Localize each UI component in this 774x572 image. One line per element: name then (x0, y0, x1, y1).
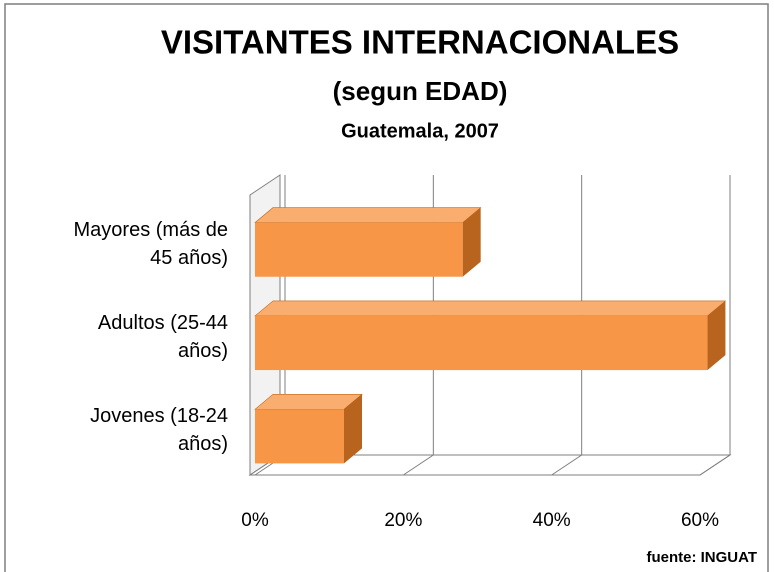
y-tick-label: Adultos (25-44 años) (97, 312, 228, 362)
y-tick-label: Jovenes (18-24 años) (90, 405, 228, 456)
bar-side (462, 207, 481, 277)
bar-top (254, 393, 363, 410)
grid-line (699, 175, 731, 476)
x-tick-label: 40% (533, 510, 571, 531)
y-tick-label: Mayores (más de 45 años) (73, 218, 229, 269)
plot-area: 0% 20% 40% 60% (241, 174, 732, 531)
x-tick-label: 60% (681, 510, 719, 531)
x-tick-label: 0% (241, 510, 269, 531)
bar-top (254, 207, 482, 223)
source-note: fuente: INGUAT (646, 549, 757, 566)
bar (255, 222, 463, 277)
bar (255, 409, 344, 464)
bar-side (344, 394, 362, 464)
x-tick-label: 20% (384, 510, 422, 531)
chart-border (4, 3, 769, 572)
bar (255, 315, 708, 371)
chart-subtitle: (segun EDAD) (333, 76, 508, 106)
chart-title: VISITANTES INTERNACIONALES (161, 24, 679, 61)
bar-side (707, 300, 726, 371)
bar-top (254, 300, 727, 317)
chart-subtitle: Guatemala, 2007 (341, 120, 499, 142)
grid-line (551, 175, 583, 476)
